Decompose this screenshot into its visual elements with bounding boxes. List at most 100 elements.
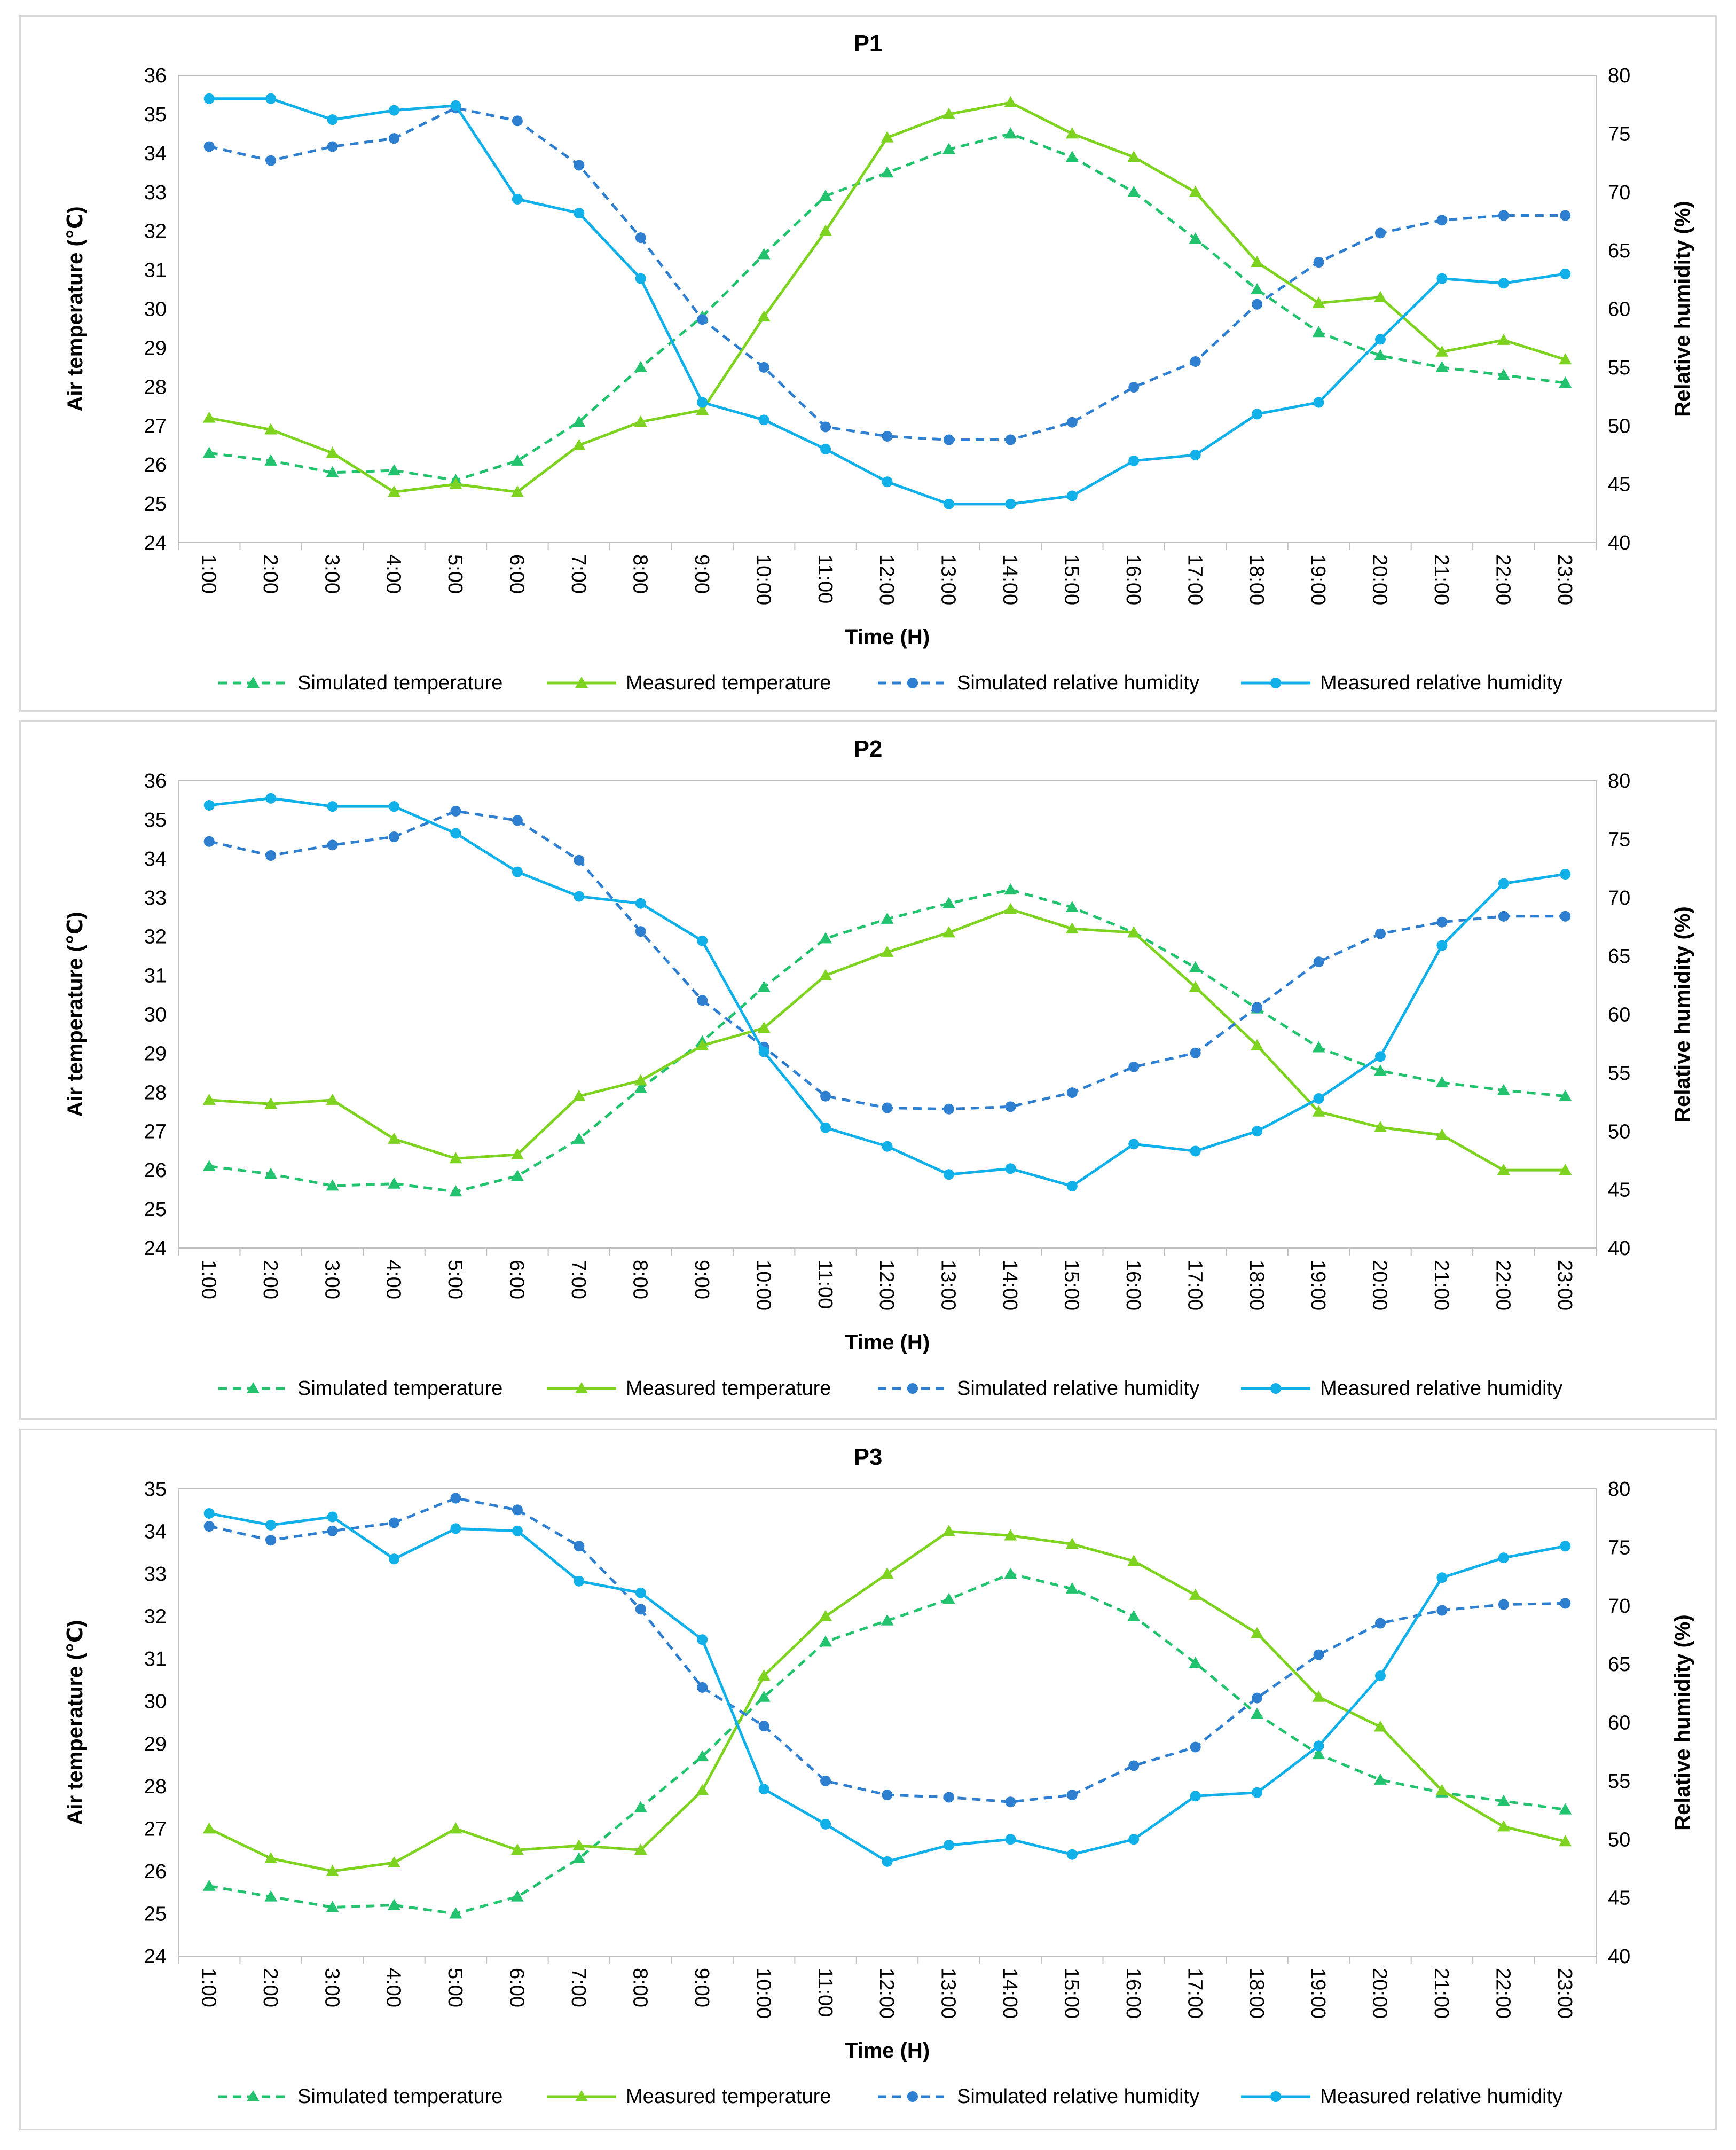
x-tick-label: 14:00 (999, 554, 1021, 605)
data-point (1374, 1670, 1386, 1681)
y2-tick-label: 40 (1608, 1237, 1630, 1260)
data-point (881, 166, 894, 178)
data-point (512, 815, 523, 826)
y-tick-label: 28 (144, 1081, 167, 1104)
data-point (389, 831, 400, 842)
legend-marker (247, 677, 260, 688)
data-point (512, 866, 523, 877)
x-tick-label: 6:00 (506, 1968, 528, 2007)
x-tick-label: 8:00 (629, 554, 651, 594)
x-tick-label: 4:00 (382, 1260, 405, 1299)
y-tick-label: 26 (144, 454, 167, 476)
y-tick-label: 25 (144, 493, 167, 515)
data-point (1312, 1041, 1325, 1053)
data-point (1313, 397, 1324, 408)
data-point (697, 314, 708, 325)
data-point (758, 1721, 769, 1732)
data-point (1128, 1760, 1140, 1771)
legend-marker (1270, 1383, 1281, 1394)
y2-tick-label: 65 (1608, 945, 1630, 968)
data-point (942, 1592, 955, 1604)
y-tick-label: 32 (144, 926, 167, 948)
data-point (1436, 215, 1448, 226)
x-tick-label: 7:00 (567, 554, 590, 594)
y2-tick-label: 75 (1608, 123, 1630, 145)
data-point (696, 1784, 709, 1795)
plot-area (178, 1488, 1597, 1957)
x-tick-label: 23:00 (1553, 1968, 1576, 2019)
legend-label: Measured relative humidity (1320, 672, 1562, 694)
data-point (388, 1177, 401, 1189)
x-tick-label: 10:00 (752, 1968, 774, 2019)
data-point (1252, 299, 1263, 310)
x-tick-label: 10:00 (752, 554, 774, 605)
data-point (1560, 210, 1571, 221)
legend-marker (1270, 678, 1281, 688)
data-point (882, 476, 893, 488)
data-point (1004, 1529, 1017, 1541)
data-point (572, 438, 586, 450)
data-point (882, 1856, 893, 1867)
data-point (1313, 1740, 1324, 1752)
y2-tick-label: 40 (1608, 532, 1630, 554)
x-tick-label: 15:00 (1061, 1260, 1083, 1311)
y-tick-label: 26 (144, 1159, 167, 1182)
data-point (1190, 356, 1201, 367)
x-tick-label: 21:00 (1430, 554, 1452, 605)
data-point (327, 141, 338, 152)
x-tick-label: 19:00 (1307, 1260, 1329, 1311)
data-point (1498, 911, 1509, 922)
series-simulated-temperature (202, 127, 1572, 485)
x-tick-label: 4:00 (382, 1968, 405, 2007)
data-point (512, 193, 523, 205)
y-tick-label: 29 (144, 1042, 167, 1065)
data-point (1497, 333, 1510, 345)
data-point (202, 411, 216, 423)
plot-area (178, 780, 1597, 1249)
data-point (265, 93, 277, 104)
legend-label: Simulated relative humidity (957, 672, 1199, 694)
data-point (757, 1690, 771, 1702)
legend-item: Simulated relative humidity (878, 1377, 1199, 1400)
y-tick-label: 25 (144, 1198, 167, 1221)
data-point (264, 423, 278, 435)
series-measured-relative-humidity (203, 792, 1571, 1192)
data-point (1005, 1796, 1016, 1808)
y2-tick-label: 45 (1608, 1179, 1630, 1202)
data-point (388, 1856, 401, 1867)
y-tick-label: 31 (144, 260, 167, 282)
data-point (696, 1750, 709, 1762)
data-point (1498, 210, 1509, 221)
data-point (1559, 1089, 1572, 1101)
data-point (326, 446, 339, 458)
y2-tick-label: 50 (1608, 1829, 1630, 1851)
data-point (1066, 1849, 1078, 1860)
data-point (882, 1141, 893, 1152)
data-point (942, 897, 955, 908)
data-point (697, 1634, 708, 1645)
data-point (202, 1093, 216, 1105)
data-point (1189, 232, 1202, 244)
chart-svg: P1 24 25 26 27 28 29 30 31 32 33 34 35 36 40 45 50 55 60 65… (64, 30, 1694, 694)
y2-tick-label: 60 (1608, 1004, 1630, 1026)
x-tick-label: 3:00 (320, 1968, 343, 2007)
data-point (510, 454, 524, 466)
data-point (265, 850, 277, 861)
data-point (820, 421, 831, 433)
data-point (1005, 1163, 1016, 1174)
data-point (1497, 1084, 1510, 1095)
legend-marker (575, 677, 588, 688)
data-point (1251, 1707, 1264, 1719)
data-point (1065, 1537, 1079, 1549)
chart-panel-p1: P1 24 25 26 27 28 29 30 31 32 33 34 35 36 40 45 50 55 60 65… (19, 15, 1717, 712)
y-tick-label: 26 (144, 1861, 167, 1883)
y2-tick-label: 55 (1608, 357, 1630, 379)
series-line (209, 797, 1566, 1188)
data-point (1560, 911, 1571, 922)
data-point (819, 224, 832, 236)
data-point (1190, 1741, 1201, 1753)
data-point (942, 143, 955, 154)
y2-axis-title: Relative humidity (%) (1671, 1614, 1694, 1831)
x-tick-label: 8:00 (629, 1260, 651, 1299)
y-tick-label: 30 (144, 1004, 167, 1026)
